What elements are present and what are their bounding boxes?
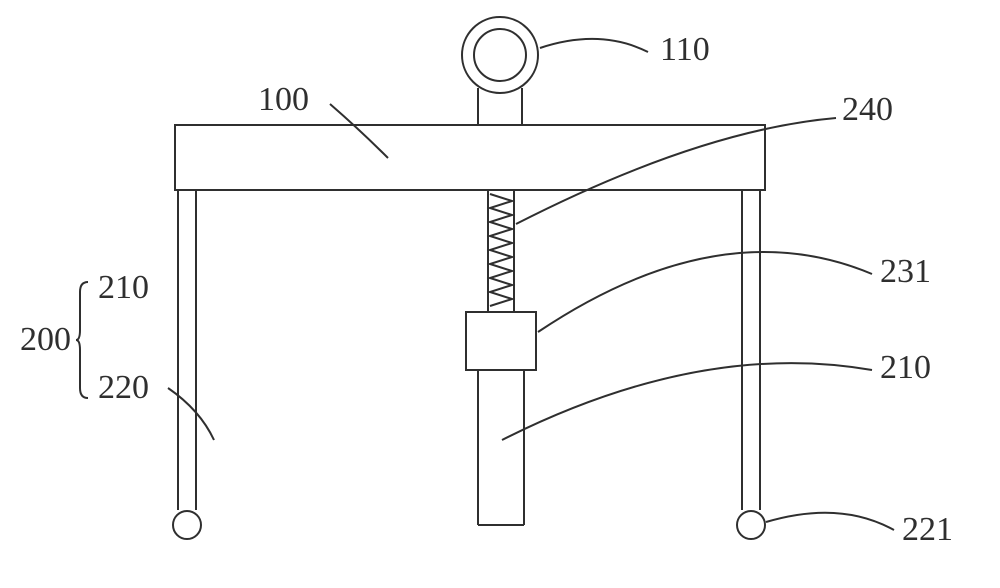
label-200: 200: [20, 321, 71, 358]
label-231: 231: [880, 253, 931, 290]
leader-240: [516, 118, 836, 224]
label-221: 221: [902, 511, 953, 548]
label-210r: 210: [880, 349, 931, 386]
leader-231: [538, 252, 872, 332]
horizontal-beam: [175, 125, 765, 190]
leader-221: [766, 513, 894, 530]
brace-200: [76, 282, 88, 398]
leader-220: [168, 388, 214, 440]
right-leg-foot: [737, 511, 765, 539]
left-leg-foot: [173, 511, 201, 539]
label-110: 110: [660, 31, 710, 68]
leader-100: [330, 104, 388, 158]
leader-210r: [502, 363, 872, 440]
label-220: 220: [98, 369, 149, 406]
lifting-ring-inner: [474, 29, 526, 81]
label-100: 100: [258, 81, 309, 118]
thread-zigzag: [490, 194, 512, 306]
leader-110: [540, 39, 648, 52]
collar-block: [466, 312, 536, 370]
label-210l: 210: [98, 269, 149, 306]
label-240: 240: [842, 91, 893, 128]
